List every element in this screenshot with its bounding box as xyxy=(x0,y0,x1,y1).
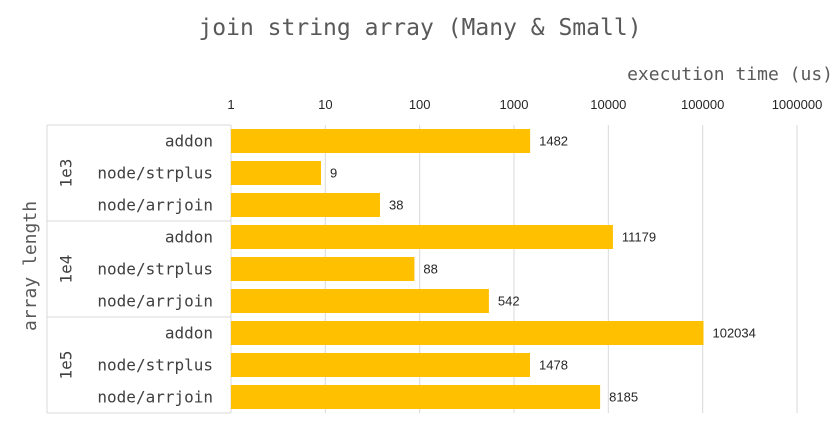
bar xyxy=(231,321,704,345)
group-label: 1e3 xyxy=(57,159,76,188)
category-label: addon xyxy=(165,228,213,247)
bar xyxy=(231,193,381,217)
data-label: 88 xyxy=(423,262,437,277)
x-tick-label: 10000 xyxy=(590,97,626,112)
gridlines xyxy=(230,125,798,413)
category-label: node/arrjoin xyxy=(97,292,213,311)
category-label: node/arrjoin xyxy=(97,196,213,215)
data-label: 38 xyxy=(389,198,403,213)
category-label: node/strplus xyxy=(97,164,213,183)
group-label: 1e5 xyxy=(57,351,76,380)
bar xyxy=(231,225,613,249)
category-label: node/strplus xyxy=(97,356,213,375)
category-label: node/arrjoin xyxy=(97,388,213,407)
data-label: 542 xyxy=(498,294,520,309)
data-label: 11179 xyxy=(622,230,656,245)
bar xyxy=(231,129,531,153)
x-tick-label: 100 xyxy=(409,97,431,112)
y-axis-title: array length xyxy=(20,201,41,331)
bar xyxy=(231,385,601,409)
category-label: node/strplus xyxy=(97,260,213,279)
data-label: 1478 xyxy=(539,358,568,373)
bar xyxy=(231,161,322,185)
x-axis-ticks: 1 10 100 1000 10000 100000 1000000 xyxy=(227,97,822,112)
bar xyxy=(231,353,531,377)
group-label: 1e4 xyxy=(57,255,76,284)
category-label: addon xyxy=(165,132,213,151)
x-tick-label: 1 xyxy=(227,97,234,112)
x-tick-label: 100000 xyxy=(681,97,724,112)
data-label: 1482 xyxy=(539,134,568,149)
category-groups: 1e3 addon node/strplus node/arrjoin 1e4 addon… xyxy=(46,124,231,414)
x-tick-label: 1000000 xyxy=(772,97,823,112)
data-label: 9 xyxy=(330,166,337,181)
bar xyxy=(231,257,415,281)
data-label: 8185 xyxy=(609,390,638,405)
chart-title: join string array (Many & Small) xyxy=(198,15,641,41)
bars: 1482 9 38 11179 88 542 102034 1478 8185 xyxy=(231,129,756,409)
x-axis-title: execution time (us) xyxy=(627,64,833,85)
data-label: 102034 xyxy=(712,326,755,341)
x-tick-label: 1000 xyxy=(500,97,529,112)
bar xyxy=(231,289,489,313)
x-tick-label: 10 xyxy=(318,97,332,112)
category-label: addon xyxy=(165,324,213,343)
